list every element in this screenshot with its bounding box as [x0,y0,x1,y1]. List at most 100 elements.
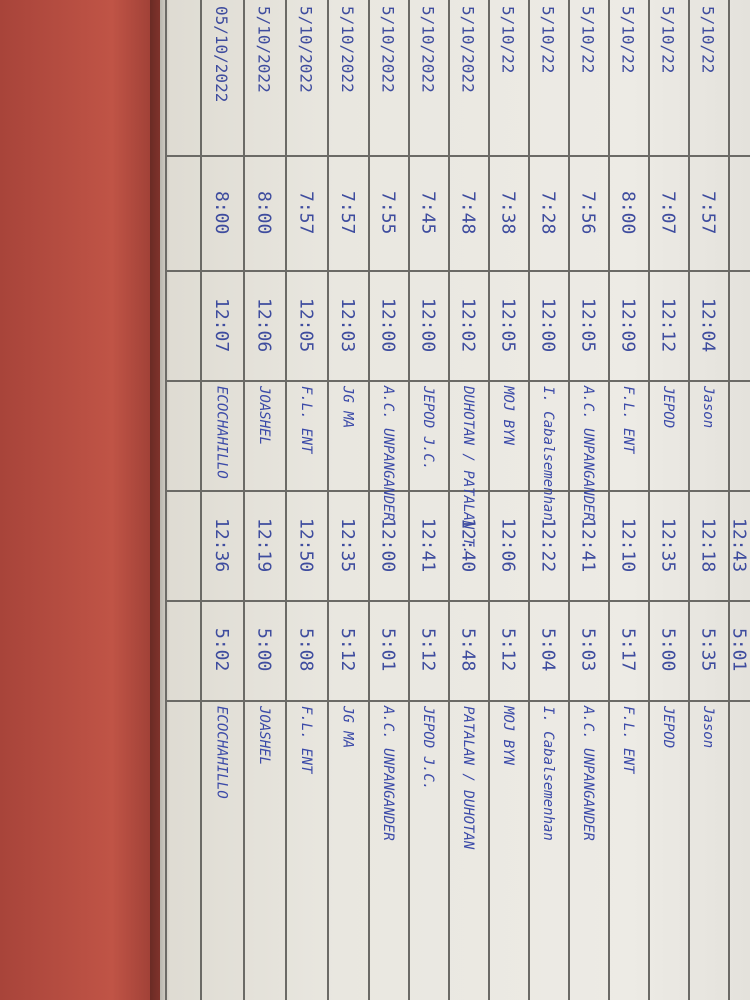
column-divider [165,380,750,382]
cell-pm-signature: MOJ BYN [500,706,516,766]
row-divider [488,0,490,1000]
row-divider [165,0,167,1000]
cell-am-out: 12:05 [295,297,317,353]
cell-am-signature: A.C. UNPANGANDER [380,386,396,521]
cell-am-signature: MOJ BYN [500,386,516,446]
cell-am-signature: Jason [700,386,716,429]
cell-pm-in: 12:35 [337,517,358,573]
cell-am-in: 7:57 [337,190,358,235]
cell-pm-out: 5:02 [211,628,232,672]
cell-pm-in: 12:43 [728,517,750,573]
cell-pm-signature: JEPOD J.C. [420,706,436,791]
cell-am-in: 7:38 [497,190,519,235]
row-divider [408,0,410,1000]
cell-pm-in: 12:22 [537,517,559,573]
cell-pm-out: 5:12 [417,628,439,672]
cell-date: 5/10/2022 [458,6,478,93]
cell-am-out: 12:05 [497,297,519,353]
cell-pm-in: 12:35 [657,517,679,573]
cell-pm-signature: F.L. ENT [298,706,314,774]
cell-pm-in: 12:36 [211,517,232,573]
cell-am-out: 12:05 [577,297,599,353]
cell-pm-in: 12:41 [417,517,439,573]
cell-am-signature: JOASHEL [256,386,272,446]
cell-pm-in: 12:41 [577,517,599,573]
cell-pm-signature: JOASHEL [256,706,272,766]
cell-pm-out: 5:01 [377,628,399,672]
row-divider [608,0,610,1000]
cell-am-in: 8:00 [253,190,275,235]
row-divider [688,0,690,1000]
cell-pm-signature: F.L. ENT [620,706,636,774]
cell-date [730,6,748,149]
cell-pm-out: 5:12 [497,628,519,672]
cell-date: 5/10/2022 [378,6,398,93]
cell-pm-signature: I. Cabalsemenhan [540,706,556,841]
cell-am-signature: JEPOD [660,386,676,429]
cell-am-signature: A.C. UNPANGANDER [580,386,596,521]
cell-am-in: 8:00 [211,190,232,235]
row-divider [285,0,287,1000]
cell-am-in: 7:48 [457,190,479,235]
column-divider [165,155,750,157]
cell-am-in: 7:57 [295,190,317,235]
cell-pm-out: 5:01 [728,628,750,672]
cell-am-in: 7:28 [537,190,559,235]
cell-date: 5/10/22 [698,6,718,74]
cell-pm-in: 12:19 [253,517,275,573]
row-divider [327,0,329,1000]
cell-pm-in: 12:40 [457,517,479,573]
cell-pm-signature: ECOCHAHILLO [213,706,230,799]
cell-pm-in: 12:00 [377,517,399,573]
cell-am-out: 12:04 [697,297,719,353]
cell-am-out: 12:03 [337,297,358,353]
row-divider [243,0,245,1000]
cell-pm-signature: A.C. UNPANGANDER [380,706,396,841]
cell-am-in [730,161,748,264]
cell-pm-out: 5:00 [253,628,275,672]
cell-date: 5/10/2022 [338,6,357,93]
cell-pm-in: 12:50 [295,517,317,573]
cell-am-signature: F.L. ENT [298,386,314,454]
cell-pm-out: 5:12 [337,628,358,672]
cell-pm-signature: Jason [700,706,716,749]
row-divider [200,0,202,1000]
cell-date: 5/10/2022 [254,6,274,93]
cell-pm-out: 5:17 [617,628,639,672]
cell-pm-out: 5:03 [577,628,599,672]
cell-am-signature: ECOCHAHILLO [213,386,230,479]
cell-am-in: 8:00 [617,190,639,235]
cell-am-signature: DUHOTAN / PATALAN T. [460,386,476,555]
cell-date: 05/10/2022 [212,6,231,103]
cell-am-in: 7:56 [577,190,599,235]
column-divider [165,600,750,602]
cell-am-in: 7:45 [417,190,439,235]
cell-am-out [730,276,748,374]
cell-am-out: 12:06 [253,297,275,353]
cell-am-signature: JG MA [339,386,356,429]
cell-am-in: 7:57 [697,190,719,235]
cell-date: 5/10/22 [498,6,518,74]
row-divider [368,0,370,1000]
row-divider [448,0,450,1000]
cell-pm-out: 5:08 [295,628,317,672]
row-divider [648,0,650,1000]
cell-am-signature: JEPOD J.C. [420,386,436,471]
cell-pm-out: 5:35 [697,628,719,672]
cell-am-out: 12:07 [211,297,232,353]
column-divider [165,700,750,702]
row-divider [528,0,530,1000]
cell-am-signature [730,386,748,484]
cell-pm-in: 12:10 [617,517,639,573]
cell-date: 5/10/22 [658,6,678,74]
cell-pm-signature [730,706,748,994]
cell-pm-out: 5:48 [457,628,479,672]
row-divider [728,0,730,1000]
cell-am-out: 12:00 [377,297,399,353]
paper-edge-shadow [150,0,170,1000]
cell-pm-out: 5:00 [657,628,679,672]
cell-am-out: 12:09 [617,297,639,353]
cell-pm-signature: JEPOD [660,706,676,749]
cell-am-out: 12:00 [417,297,439,353]
cell-am-out: 12:00 [537,297,559,353]
